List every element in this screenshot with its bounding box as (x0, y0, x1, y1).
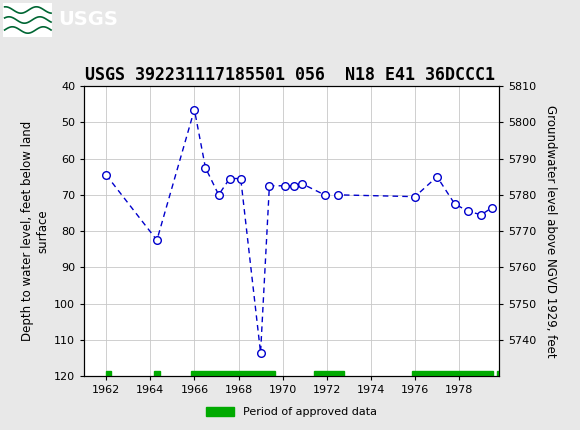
Bar (314, 371, 345, 376)
Bar (412, 371, 493, 376)
FancyBboxPatch shape (3, 3, 52, 37)
Y-axis label: Depth to water level, feet below land
surface: Depth to water level, feet below land su… (21, 121, 50, 341)
Bar (496, 371, 499, 376)
Y-axis label: Groundwater level above NGVD 1929, feet: Groundwater level above NGVD 1929, feet (545, 105, 557, 357)
Legend: Period of approved data: Period of approved data (202, 402, 381, 421)
Text: USGS 392231117185501 056  N18 E41 36DCCC1: USGS 392231117185501 056 N18 E41 36DCCC1 (85, 66, 495, 84)
Text: USGS: USGS (58, 10, 118, 30)
Bar (154, 371, 160, 376)
Bar (106, 371, 111, 376)
Bar (191, 371, 275, 376)
